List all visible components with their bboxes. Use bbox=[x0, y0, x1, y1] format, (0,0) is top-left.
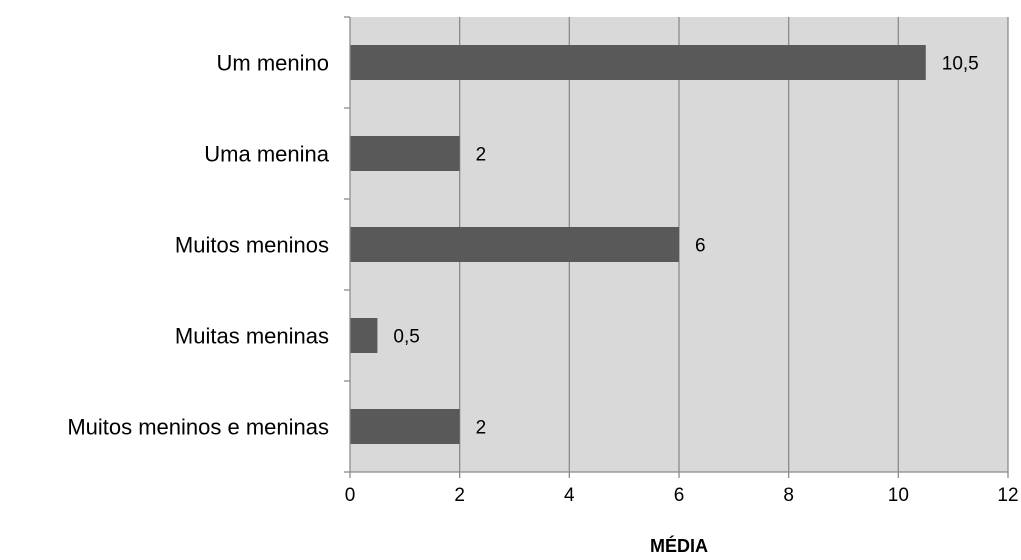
bars bbox=[350, 45, 926, 444]
x-tick-label: 10 bbox=[888, 485, 909, 506]
category-label: Muitos meninos bbox=[175, 233, 329, 258]
data-label: 2 bbox=[476, 418, 487, 439]
axes bbox=[344, 16, 1009, 478]
category-label: Muitas meninas bbox=[175, 324, 329, 349]
category-label: Uma menina bbox=[204, 142, 329, 167]
data-label: 6 bbox=[695, 236, 706, 257]
x-tick-label: 6 bbox=[674, 485, 685, 506]
x-tick-label: 8 bbox=[783, 485, 794, 506]
x-tick-label: 0 bbox=[345, 485, 356, 506]
x-tick-label: 12 bbox=[997, 485, 1018, 506]
data-label: 0,5 bbox=[393, 327, 419, 348]
bar bbox=[350, 136, 460, 171]
x-tick-label: 2 bbox=[454, 485, 465, 506]
x-axis-title: MÉDIA bbox=[650, 535, 708, 555]
category-labels: Um menino Uma menina Muitos meninos Muitas … bbox=[67, 51, 329, 440]
category-label: Um menino bbox=[217, 51, 329, 76]
data-label: 10,5 bbox=[942, 54, 979, 75]
x-tick-label: 4 bbox=[564, 485, 575, 506]
bar bbox=[350, 45, 926, 80]
x-tick-labels: 0 2 4 6 8 10 12 bbox=[345, 485, 1019, 506]
bar bbox=[350, 409, 460, 444]
bar bbox=[350, 318, 378, 353]
data-labels: 10,5 2 6 0,5 2 bbox=[393, 54, 978, 439]
data-label: 2 bbox=[476, 145, 487, 166]
bar bbox=[350, 227, 679, 262]
category-label: Muitos meninos e meninas bbox=[67, 415, 329, 440]
